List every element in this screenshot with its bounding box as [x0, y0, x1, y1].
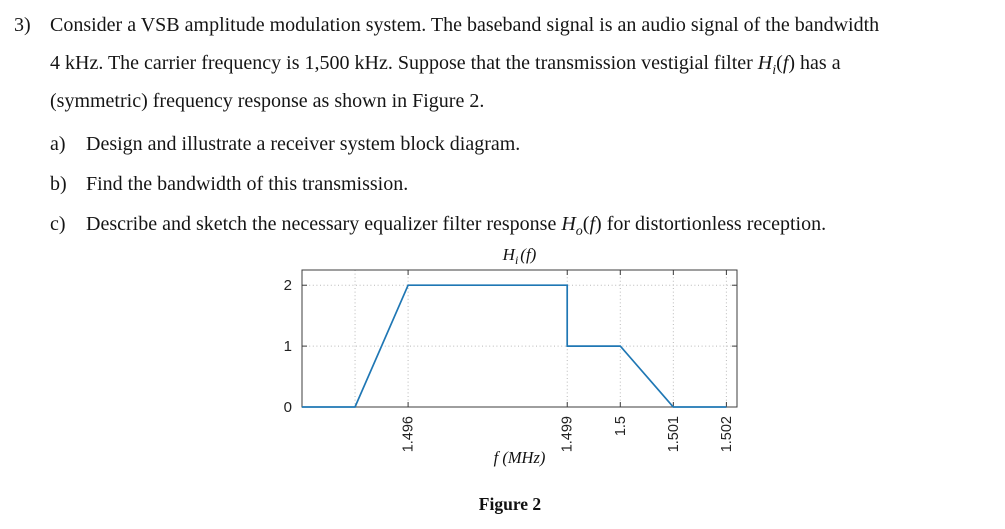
subitem-c-text-post: for distortionless reception.	[601, 213, 827, 235]
y-tick-label: 1	[284, 338, 292, 355]
problem-line-2: 4 kHz. The carrier frequency is 1,500 kH…	[50, 44, 1002, 82]
x-axis-label: f (MHz)	[494, 448, 546, 467]
math-ho-f: Ho(f)	[561, 213, 602, 239]
subitem-c-label: c)	[50, 213, 66, 235]
math-subscript: o	[575, 224, 583, 239]
problem-subitems: a) Design and illustrate a receiver syste…	[50, 124, 1002, 244]
y-tick-label: 0	[284, 399, 292, 416]
problem-number: 3)	[14, 14, 31, 36]
math-paren-open: (	[776, 52, 783, 74]
subitem-a: a) Design and illustrate a receiver syste…	[50, 124, 1002, 164]
math-base: H	[561, 213, 576, 235]
problem-statement: 3) Consider a VSB amplitude modulation s…	[14, 6, 1002, 244]
x-tick-label: 1.501	[666, 416, 682, 452]
x-tick-label: 1.496	[401, 416, 417, 452]
chart-title: Hi (f)	[502, 245, 537, 267]
math-base: H	[757, 52, 773, 74]
subitem-b-text: Find the bandwidth of this transmission.	[86, 173, 409, 195]
problem-text-2b: has a	[795, 52, 841, 74]
math-paren-close: )	[788, 52, 796, 74]
problem-line-3: (symmetric) frequency response as shown …	[50, 82, 1002, 120]
y-tick-label: 2	[284, 277, 292, 294]
x-tick-label: 1.502	[719, 416, 735, 452]
subitem-c: c) Describe and sketch the necessary equa…	[50, 204, 1002, 244]
math-paren-close: )	[595, 213, 602, 235]
subitem-a-text: Design and illustrate a receiver system …	[86, 133, 521, 155]
frequency-response-chart: 1.496 1.499 1.5 1.501 1.502 0 1 2 Hi (f) f (MHz)	[284, 245, 738, 467]
subitem-b: b) Find the bandwidth of this transmissio…	[50, 164, 1002, 204]
problem-line-1: Consider a VSB amplitude modulation syst…	[50, 6, 1002, 44]
subitem-a-label: a)	[50, 133, 66, 155]
figure-caption: Figure 2	[478, 494, 542, 514]
subitem-c-text-pre: Describe and sketch the necessary equali…	[86, 213, 562, 235]
subitem-b-label: b)	[50, 173, 67, 195]
math-variable: f	[782, 52, 789, 74]
math-variable: f	[589, 213, 596, 235]
x-tick-label: 1.499	[560, 416, 576, 452]
x-tick-label: 1.5	[613, 416, 629, 436]
problem-text-2a: 4 kHz. The carrier frequency is 1,500 kH…	[50, 52, 758, 74]
math-subscript: i	[772, 63, 777, 78]
problem-text-1: Consider a VSB amplitude modulation syst…	[50, 14, 880, 36]
figure-2: 1.496 1.499 1.5 1.501 1.502 0 1 2 Hi (f) f (MHz) F…	[250, 238, 770, 526]
plot-box	[301, 269, 738, 408]
math-paren-open: (	[582, 213, 590, 235]
response-curve	[302, 284, 727, 408]
problem-text-3: (symmetric) frequency response as shown …	[50, 90, 485, 112]
math-hi-f: Hi(f)	[757, 52, 796, 78]
